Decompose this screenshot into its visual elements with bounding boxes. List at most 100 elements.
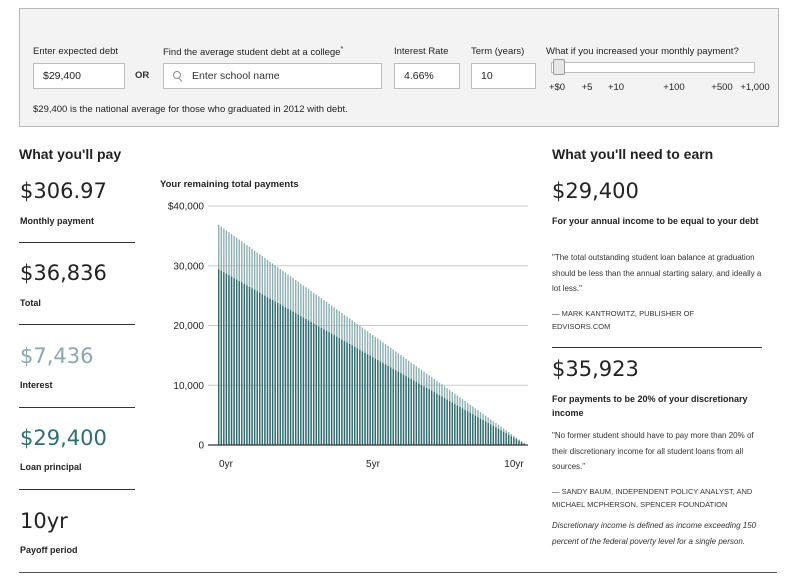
principal-remaining-bar <box>269 298 271 445</box>
principal-remaining-bar <box>384 364 387 445</box>
chart-title: Your remaining total payments <box>160 179 299 190</box>
expected-debt-input[interactable]: $29,400 <box>33 63 125 89</box>
payment-slider-handle[interactable] <box>553 59 565 75</box>
x-tick-label: 10yr <box>504 459 524 470</box>
principal-remaining-bar <box>341 339 343 445</box>
principal-remaining-bar <box>479 418 482 445</box>
principal-remaining-bar <box>387 365 389 445</box>
principal-remaining-bar <box>218 269 220 445</box>
principal-remaining-bar <box>382 363 384 445</box>
baum-quote: "No former student should have to pay mo… <box>552 431 754 471</box>
principal-remaining-bar <box>346 342 348 445</box>
principal-remaining-bar <box>325 330 328 445</box>
payoff-period-label: Payoff period <box>20 545 78 555</box>
slider-tick: +100 <box>663 82 685 93</box>
principal-remaining-bar <box>413 380 415 445</box>
y-tick-label: 20,000 <box>173 321 204 332</box>
principal-remaining-bar <box>461 408 464 445</box>
principal-remaining-bar <box>415 382 418 445</box>
principal-remaining-bar <box>330 333 333 445</box>
x-tick-label: 0yr <box>219 459 234 470</box>
divider <box>19 324 135 325</box>
principal-remaining-bar <box>484 421 487 445</box>
principal-remaining-bar <box>238 281 240 445</box>
principal-remaining-bar <box>436 393 438 445</box>
baum-attribution: — Sandy Baum, independent policy analyst… <box>552 487 753 509</box>
principal-remaining-bar <box>300 316 302 445</box>
income-equal-debt-value: $29,400 <box>552 179 639 203</box>
principal-remaining-bar <box>277 303 279 445</box>
principal-remaining-bar <box>323 329 325 445</box>
payment-slider-track[interactable] <box>551 62 755 73</box>
principal-remaining-bar <box>495 427 497 445</box>
principal-remaining-bar <box>266 297 269 445</box>
principal-remaining-bar <box>395 370 397 445</box>
kantrowitz-quote: "The total outstanding student loan bala… <box>552 253 762 293</box>
or-label: OR <box>135 70 150 81</box>
principal-remaining-bar <box>397 371 400 445</box>
principal-remaining-bar <box>389 367 392 445</box>
monthly-payment-value: $306.97 <box>20 179 107 203</box>
principal-remaining-bar <box>490 424 492 445</box>
principal-remaining-bar <box>425 387 428 445</box>
interest-rate-label: Interest Rate <box>394 46 449 57</box>
principal-remaining-bar <box>246 285 248 445</box>
slider-tick: +5 <box>581 82 593 93</box>
principal-remaining-bar <box>446 399 448 445</box>
term-label: Term (years) <box>471 46 525 57</box>
discretionary-income-value: $35,923 <box>552 357 639 381</box>
slider-tick: +500 <box>711 82 733 93</box>
principal-remaining-bar <box>307 320 310 445</box>
principal-remaining-bar <box>497 428 500 445</box>
principal-remaining-bar <box>264 295 266 445</box>
principal-remaining-bar <box>454 404 456 445</box>
principal-remaining-bar <box>356 348 359 445</box>
divider <box>19 242 135 243</box>
principal-remaining-bar <box>351 345 353 445</box>
pay-heading: What you'll pay <box>19 146 122 162</box>
principal-remaining-bar <box>392 368 394 445</box>
interest-label: Interest <box>20 380 53 390</box>
principal-remaining-bar <box>225 273 228 445</box>
principal-remaining-bar <box>220 270 222 445</box>
principal-remaining-bar <box>505 433 507 445</box>
search-icon <box>173 71 183 81</box>
principal-remaining-bar <box>523 443 525 445</box>
principal-remaining-bar <box>477 417 479 445</box>
loan-principal-value: $29,400 <box>20 426 107 450</box>
principal-remaining-bar <box>400 373 402 445</box>
principal-remaining-bar <box>369 355 371 445</box>
principal-remaining-bar <box>282 305 284 445</box>
principal-remaining-bar <box>354 346 356 445</box>
principal-remaining-bar <box>433 392 436 445</box>
total-label: Total <box>20 298 41 308</box>
principal-remaining-bar <box>333 335 335 445</box>
kantrowitz-attribution: — Mark Kantrowitz, publisher of Edvisors… <box>552 309 695 331</box>
principal-remaining-bar <box>284 307 287 445</box>
payoff-period-value: 10yr <box>20 509 68 533</box>
principal-remaining-bar <box>223 272 225 445</box>
principal-remaining-bar <box>366 354 369 445</box>
interest-rate-value: 4.66% <box>404 70 434 82</box>
principal-remaining-bar <box>492 425 495 445</box>
principal-remaining-bar <box>474 415 477 445</box>
principal-remaining-bar <box>256 291 258 445</box>
divider <box>552 347 762 348</box>
y-tick-label: 10,000 <box>173 381 204 392</box>
school-search-input[interactable]: Enter school name <box>163 63 382 89</box>
school-label: Find the average student debt at a colle… <box>163 46 344 59</box>
discretionary-income-label: For payments to be 20% of your discretio… <box>552 394 748 418</box>
principal-remaining-bar <box>343 341 346 445</box>
interest-rate-input[interactable]: 4.66% <box>394 63 460 89</box>
principal-remaining-bar <box>459 406 461 445</box>
y-tick-label: $40,000 <box>168 202 205 213</box>
loan-principal-label: Loan principal <box>20 462 82 472</box>
principal-remaining-bar <box>472 414 474 445</box>
principal-remaining-bar <box>310 322 312 445</box>
principal-remaining-bar <box>502 431 505 445</box>
principal-remaining-bar <box>338 338 341 445</box>
principal-remaining-bar <box>312 323 315 445</box>
principal-remaining-bar <box>508 434 510 445</box>
term-input[interactable]: 10 <box>471 63 536 89</box>
y-tick-label: 0 <box>198 441 204 452</box>
